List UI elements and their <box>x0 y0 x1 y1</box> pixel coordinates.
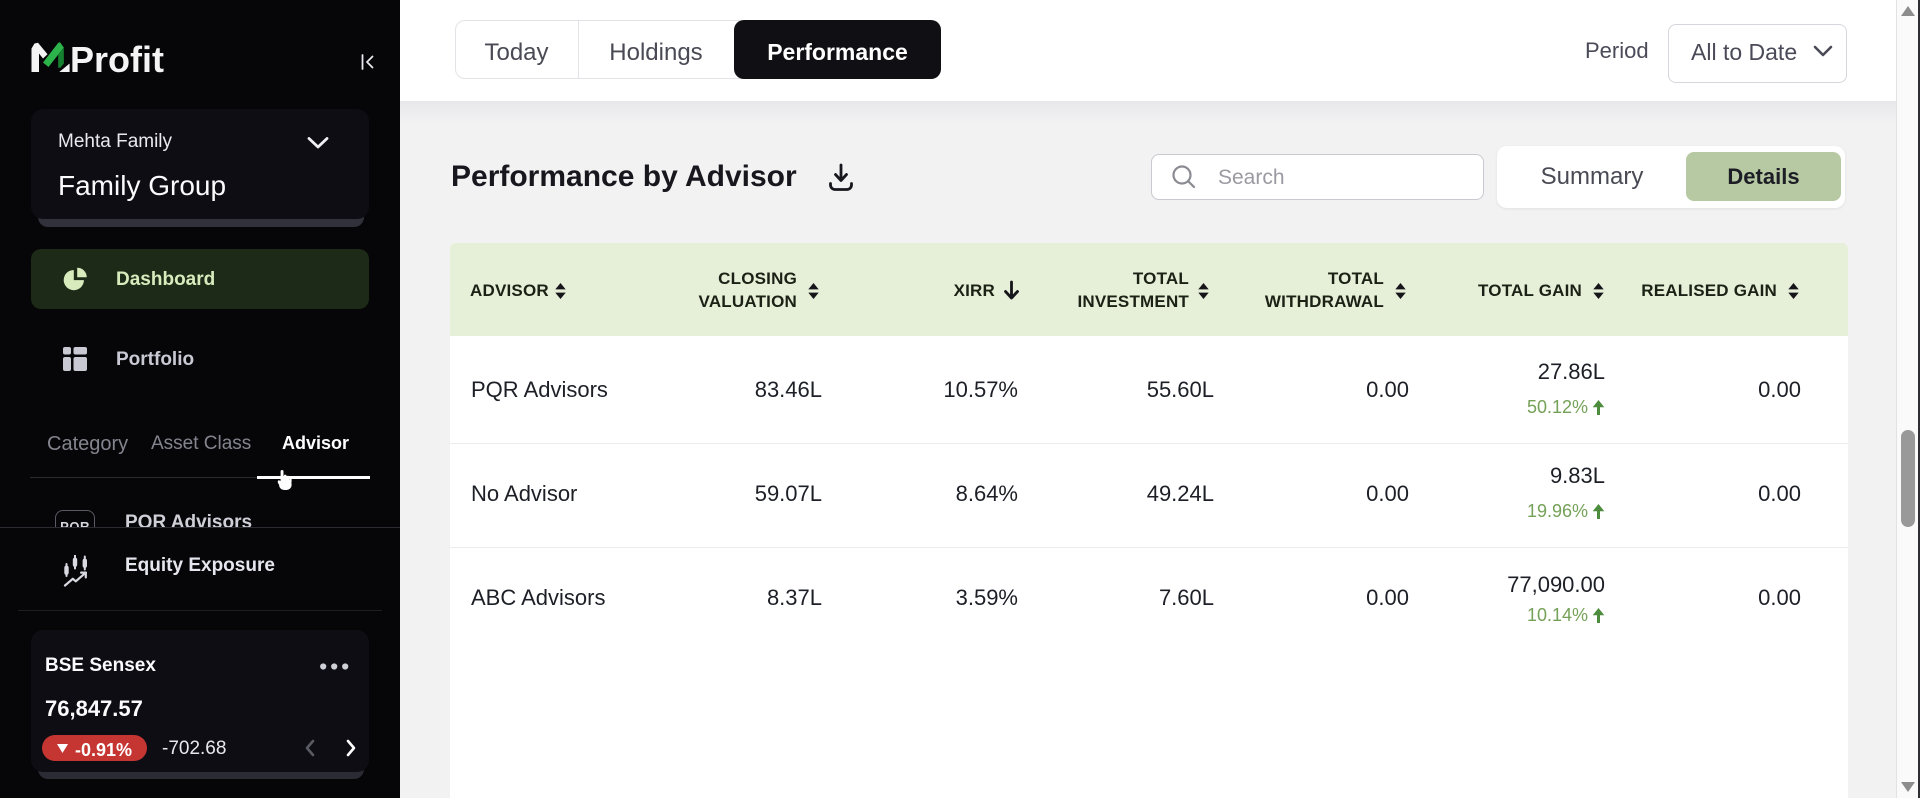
svg-text:Profit: Profit <box>70 42 164 73</box>
